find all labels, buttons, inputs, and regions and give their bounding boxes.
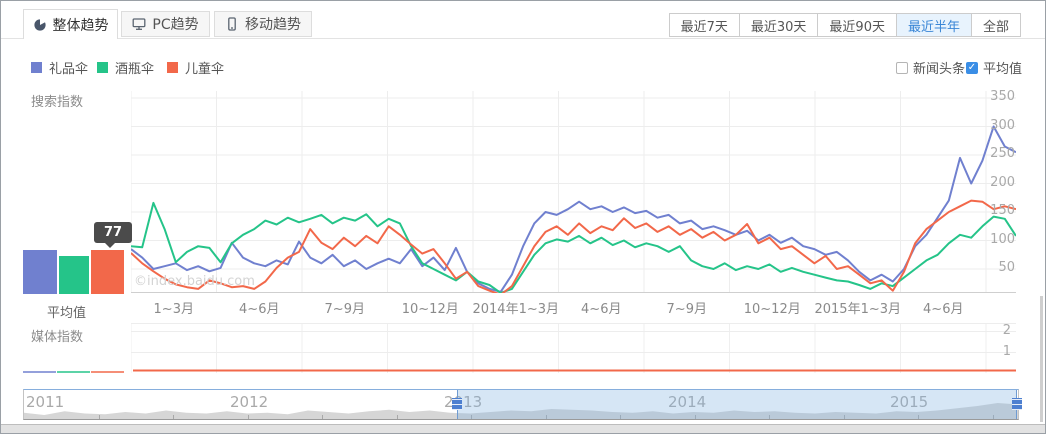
average-bar-酒瓶伞[interactable] — [59, 256, 89, 294]
window-bottom-edge — [1, 424, 1045, 433]
watermark: ©index.baidu.com — [134, 274, 255, 289]
monitor-icon — [132, 17, 146, 31]
series-酒瓶伞 — [131, 201, 1016, 293]
search-index-label: 搜索指数 — [31, 95, 84, 110]
slider-tick — [694, 415, 696, 419]
slider-tick — [471, 415, 472, 419]
slider-year-label-2015: 2015 — [890, 393, 929, 411]
mobile-icon — [225, 17, 239, 31]
legend-label: 酒瓶伞 — [115, 62, 155, 77]
y-tick-label: 350 — [990, 89, 1015, 104]
slider-tick — [396, 415, 398, 419]
slider-tick — [843, 415, 845, 419]
slider-tick — [322, 415, 323, 419]
y-tick-label: 300 — [990, 117, 1015, 133]
y-tick-label: 250 — [990, 146, 1015, 161]
slider-selected-range[interactable] — [452, 390, 1022, 419]
slider-tick — [769, 415, 770, 419]
legend-swatch — [167, 62, 178, 73]
range-90days-button[interactable]: 最近90天 — [817, 14, 896, 36]
x-tick-label: 10~12月 — [743, 302, 801, 317]
tab-pc-trend[interactable]: PC趋势 — [121, 11, 210, 37]
slider-tick — [620, 415, 621, 419]
average-checkbox[interactable]: ✓ 平均值 — [966, 58, 1022, 77]
y-tick-label: 50 — [998, 260, 1015, 275]
pie-chart-icon — [33, 17, 47, 32]
slider-year-label-2011: 2011 — [26, 393, 65, 411]
legend-item-child-umbrella[interactable]: 儿童伞 — [167, 58, 224, 77]
x-tick-label: 10~12月 — [401, 302, 459, 317]
slider-tick — [247, 415, 249, 419]
x-tick-label: 4~6月 — [239, 302, 280, 317]
legend-item-gift-umbrella[interactable]: 礼品伞 — [31, 58, 88, 77]
y-tick-label: 100 — [990, 231, 1015, 247]
tab-label: 整体趋势 — [52, 17, 109, 34]
legend-swatch — [97, 62, 108, 73]
search-index-chart[interactable] — [131, 91, 1016, 293]
legend-item-bottle-umbrella[interactable]: 酒瓶伞 — [97, 58, 154, 77]
time-range-group: 最近7天 最近30天 最近90天 最近半年 全部 — [668, 13, 1021, 37]
slider-right-handle[interactable] — [1012, 395, 1022, 413]
average-tooltip: 77 — [94, 222, 132, 248]
range-7days-button[interactable]: 最近7天 — [669, 14, 739, 36]
x-tick-label: 4~6月 — [923, 302, 964, 317]
tab-label: PC趋势 — [152, 17, 199, 33]
slider-tick — [918, 415, 919, 419]
news-headline-checkbox[interactable]: 新闻头条 — [896, 58, 965, 77]
series-儿童伞 — [131, 199, 1016, 293]
x-tick-label: 2015年1~3月 — [814, 302, 902, 317]
media-index-label: 媒体指数 — [31, 330, 84, 345]
x-tick-label: 7~9月 — [666, 302, 707, 317]
media-y-tick-label: 2 — [1002, 323, 1011, 338]
x-tick-label: 2014年1~3月 — [472, 302, 560, 317]
tab-label: 移动趋势 — [245, 17, 301, 33]
checkbox-label: 新闻头条 — [913, 62, 966, 77]
y-tick-label: 200 — [990, 174, 1015, 190]
slider-left-handle[interactable] — [452, 395, 462, 413]
slider-year-label-2012: 2012 — [230, 393, 269, 411]
range-30days-button[interactable]: 最近30天 — [738, 14, 818, 36]
range-all-button[interactable]: 全部 — [970, 14, 1020, 36]
slider-tick — [545, 415, 547, 419]
x-tick-label: 4~6月 — [581, 302, 622, 317]
legend-label: 儿童伞 — [185, 62, 225, 77]
series-礼品伞 — [131, 125, 1016, 293]
average-bars-label: 平均值 — [47, 306, 87, 321]
media-average-line-礼品伞 — [23, 371, 56, 373]
legend-swatch — [31, 62, 42, 73]
media-y-tick-label: 1 — [1002, 344, 1011, 359]
x-tick-label: 1~3月 — [153, 302, 194, 317]
scrollbar[interactable] — [1040, 296, 1043, 422]
slider-year-label-2014: 2014 — [668, 393, 707, 411]
media-average-line-酒瓶伞 — [57, 371, 90, 373]
checkbox-label: 平均值 — [983, 62, 1023, 77]
checkbox-unchecked-icon — [896, 61, 908, 74]
timeline-slider[interactable]: 2011 2012 2013 2014 2015 — [23, 389, 1022, 420]
slider-tick — [992, 415, 994, 419]
y-tick-label: 150 — [990, 203, 1015, 218]
tabbar-divider — [1, 38, 1045, 39]
tab-mobile-trend[interactable]: 移动趋势 — [214, 11, 312, 37]
slider-tick — [98, 415, 100, 419]
x-tick-label: 7~9月 — [324, 302, 365, 317]
legend-label: 礼品伞 — [49, 62, 89, 77]
checkbox-checked-icon: ✓ — [966, 61, 978, 74]
media-average-line-儿童伞 — [91, 371, 124, 373]
slider-tick — [173, 415, 174, 419]
tab-overall-trend[interactable]: 整体趋势 — [23, 9, 118, 39]
media-index-chart[interactable] — [131, 323, 1016, 373]
average-bar-礼品伞[interactable] — [23, 249, 57, 294]
average-bar-儿童伞[interactable] — [91, 250, 124, 294]
range-halfyear-button[interactable]: 最近半年 — [895, 14, 971, 36]
